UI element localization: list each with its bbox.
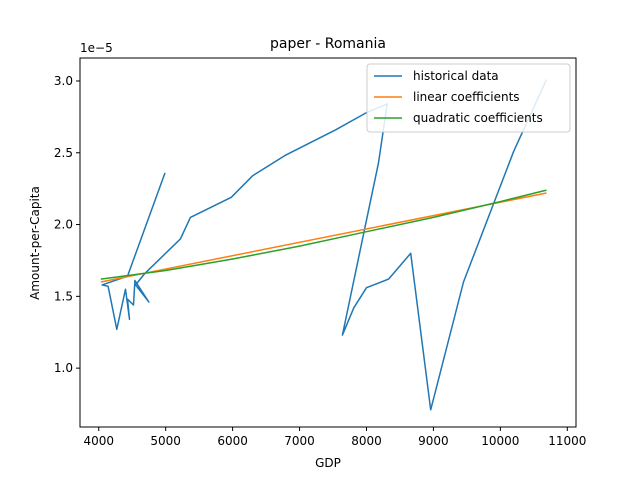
x-tick-label: 5000 [150,434,181,448]
x-tick-label: 10000 [481,434,519,448]
x-tick-label: 8000 [351,434,382,448]
legend: historical data linear coefficients quadra… [366,63,571,133]
y-tick-label: 1.5 [54,289,73,303]
series-layer [100,79,548,411]
y-tick-label: 3.0 [54,74,73,88]
ticks-layer: 4000 5000 6000 7000 8000 9000 10000 11000 1.0 1.5… [54,74,586,448]
x-tick-label: 9000 [418,434,449,448]
legend-label-2: quadratic coefficients [413,111,543,125]
legend-label-1: linear coefficients [413,90,520,104]
x-tick-label: 6000 [217,434,248,448]
x-tick-label: 4000 [83,434,114,448]
y-scale-note: 1e−5 [80,41,113,55]
y-tick-label: 2.0 [54,218,73,232]
legend-box [366,63,571,133]
legend-label-0: historical data [413,69,499,83]
y-tick-label: 2.5 [54,146,73,160]
plot-area-frame [79,57,577,428]
x-tick-label: 11000 [548,434,586,448]
y-axis-label: Amount-per-Capita [28,186,42,300]
x-tick-label: 7000 [284,434,315,448]
series-line-0 [101,79,548,411]
series-line-2 [100,189,547,280]
y-tick-label: 1.0 [54,361,73,375]
x-axis-label: GDP [315,456,341,470]
chart-title: paper - Romania [270,36,386,52]
